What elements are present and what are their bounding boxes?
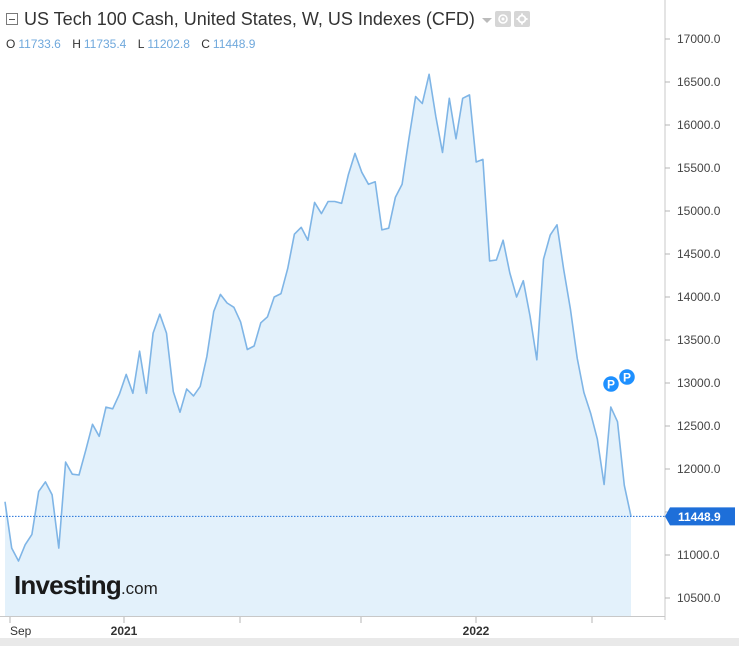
price-tick-label: 12000.0	[677, 462, 721, 476]
eye-icon	[498, 14, 508, 24]
time-tick-label: Sep	[10, 624, 32, 638]
collapse-legend-button[interactable]	[6, 13, 18, 25]
high-key: H	[72, 37, 81, 51]
plot-area	[4, 73, 632, 617]
settings-button[interactable]	[513, 11, 530, 27]
open-value: 11733.6	[18, 37, 61, 51]
price-tick-label: 15500.0	[677, 161, 721, 175]
close-key: C	[201, 37, 210, 51]
chevron-down-icon[interactable]	[481, 17, 492, 23]
logo-suffix: .com	[121, 579, 158, 598]
price-axis: 17000.0 16500.0 16000.0 15500.0 15000.0 14500…	[665, 32, 721, 605]
ohlc-legend: O 11733.6 H 11735.4 L 11202.8 C 11448.9	[6, 37, 263, 51]
high-value: 11735.4	[83, 37, 127, 51]
chart-header: US Tech 100 Cash, United States, W, US I…	[6, 8, 530, 30]
event-pin-label: P	[607, 378, 615, 392]
price-tick-label: 14500.0	[677, 247, 721, 261]
close-value: 11448.9	[212, 37, 256, 51]
last-price-tag	[665, 507, 735, 526]
last-price-label: 11448.9	[678, 510, 721, 524]
price-tick-label: 14000.0	[677, 290, 721, 304]
low-key: L	[137, 37, 145, 51]
price-tick-label: 11000.0	[677, 548, 720, 562]
price-area-fill	[5, 74, 631, 617]
price-line	[4, 73, 632, 562]
time-axis: Sep 2021 2022	[9, 617, 593, 638]
price-tick-label: 17000.0	[677, 32, 721, 46]
price-tick-label: 15000.0	[677, 204, 721, 218]
time-tick-label: 2022	[463, 624, 490, 638]
time-tick-label: 2021	[111, 624, 138, 638]
instrument-title: US Tech 100 Cash, United States, W, US I…	[24, 8, 475, 29]
bottom-scrollbar[interactable]	[0, 638, 739, 646]
price-tick-label: 16500.0	[677, 75, 721, 89]
price-tick-label: 13000.0	[677, 376, 721, 390]
price-tick-label: 12500.0	[677, 419, 721, 433]
event-pin[interactable]	[617, 367, 637, 387]
minus-icon	[9, 18, 15, 20]
logo-brand: Investing	[14, 570, 121, 600]
open-key: O	[6, 37, 16, 51]
event-pin[interactable]	[601, 374, 621, 394]
visibility-toggle-button[interactable]	[494, 11, 511, 27]
price-tick-label: 16000.0	[677, 118, 721, 132]
gear-icon	[516, 13, 528, 25]
investing-logo: Investing.com	[14, 570, 158, 600]
event-pin-label: P	[623, 371, 631, 385]
price-tick-label: 13500.0	[677, 333, 721, 347]
price-tick-label: 10500.0	[677, 591, 721, 605]
plot-overlay: 11448.9 P P Investing.com	[0, 367, 735, 600]
low-value: 11202.8	[147, 37, 190, 51]
